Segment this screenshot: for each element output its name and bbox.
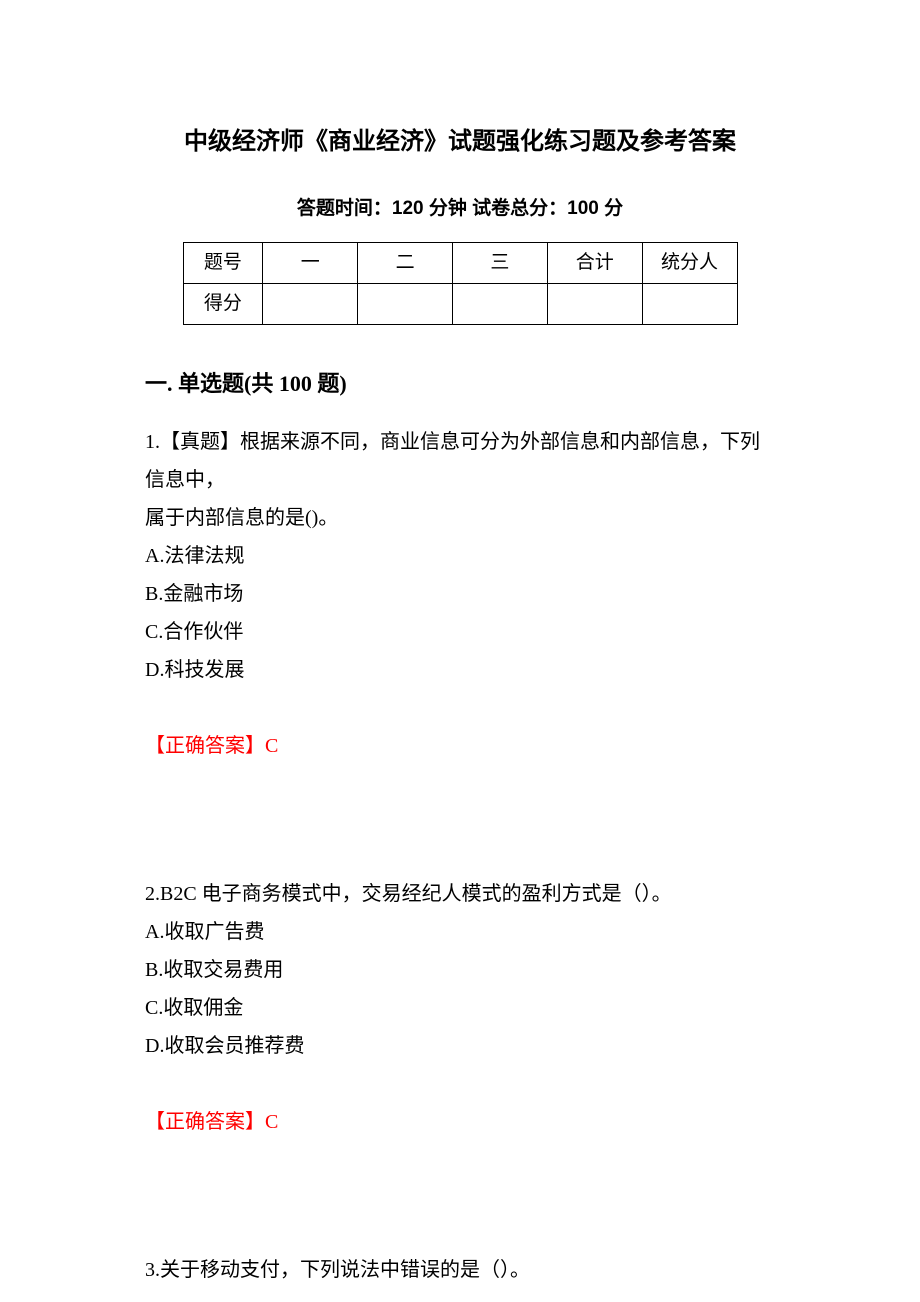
th-1: 一	[263, 242, 358, 283]
q2-opt-b: B.收取交易费用	[145, 951, 775, 989]
th-total: 合计	[547, 242, 642, 283]
q2-answer: 【正确答案】C	[145, 1103, 775, 1141]
q3-stem-line1: 3.关于移动支付，下列说法中错误的是（）。	[145, 1251, 775, 1289]
question-1: 1.【真题】根据来源不同，商业信息可分为外部信息和内部信息，下列信息中， 属于内…	[145, 423, 775, 765]
q2-opt-a: A.收取广告费	[145, 913, 775, 951]
doc-subtitle: 答题时间：120 分钟 试卷总分：100 分	[145, 191, 775, 227]
th-num: 题号	[183, 242, 263, 283]
th-3: 三	[452, 242, 547, 283]
td-score-3	[452, 283, 547, 324]
table-row: 题号 一 二 三 合计 统分人	[183, 242, 737, 283]
section-heading: 一. 单选题(共 100 题)	[145, 363, 775, 405]
q2-opt-d: D.收取会员推荐费	[145, 1027, 775, 1065]
th-scorer: 统分人	[642, 242, 737, 283]
question-2: 2.B2C 电子商务模式中，交易经纪人模式的盈利方式是（）。 A.收取广告费 B…	[145, 875, 775, 1141]
q1-opt-a: A.法律法规	[145, 537, 775, 575]
q1-opt-b: B.金融市场	[145, 575, 775, 613]
td-score-1	[263, 283, 358, 324]
td-score-2	[358, 283, 453, 324]
td-score-label: 得分	[183, 283, 263, 324]
score-table: 题号 一 二 三 合计 统分人 得分	[183, 242, 738, 325]
q1-opt-d: D.科技发展	[145, 651, 775, 689]
q1-opt-c: C.合作伙伴	[145, 613, 775, 651]
td-score-total	[547, 283, 642, 324]
th-2: 二	[358, 242, 453, 283]
question-3: 3.关于移动支付，下列说法中错误的是（）。	[145, 1251, 775, 1289]
q1-stem-line1: 1.【真题】根据来源不同，商业信息可分为外部信息和内部信息，下列信息中，	[145, 423, 775, 499]
q1-answer: 【正确答案】C	[145, 727, 775, 765]
q1-stem-line2: 属于内部信息的是()。	[145, 499, 775, 537]
td-scorer	[642, 283, 737, 324]
doc-title: 中级经济师《商业经济》试题强化练习题及参考答案	[145, 120, 775, 166]
q2-stem-line1: 2.B2C 电子商务模式中，交易经纪人模式的盈利方式是（）。	[145, 875, 775, 913]
table-row: 得分	[183, 283, 737, 324]
q2-opt-c: C.收取佣金	[145, 989, 775, 1027]
